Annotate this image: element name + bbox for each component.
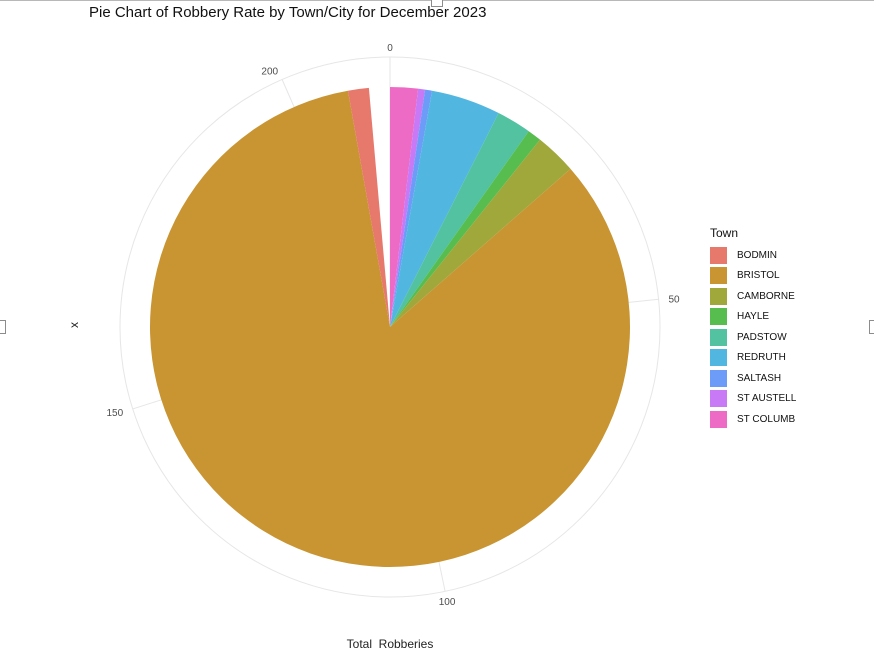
legend-swatch bbox=[710, 328, 727, 346]
y-axis-label: x bbox=[67, 322, 81, 328]
legend-item: HAYLE bbox=[710, 307, 796, 328]
theta-tick-label: 0 bbox=[387, 43, 393, 54]
legend-label: BRISTOL bbox=[737, 270, 780, 282]
pie-slices bbox=[149, 87, 630, 567]
theta-tick-label: 150 bbox=[107, 408, 124, 419]
theta-tick-label: 200 bbox=[261, 66, 278, 77]
legend-label: PADSTOW bbox=[737, 331, 787, 343]
legend-item: REDRUTH bbox=[710, 348, 796, 369]
legend-swatch bbox=[710, 390, 727, 408]
pie-slice-hayle bbox=[390, 131, 541, 327]
top-resize-handle[interactable] bbox=[431, 0, 443, 7]
legend-item: ST AUSTELL bbox=[710, 389, 796, 410]
legend-swatch bbox=[710, 349, 727, 367]
legend-title: Town bbox=[710, 226, 739, 240]
pie-slice-st-columb bbox=[390, 87, 419, 327]
legend: Town BODMIN BRISTOL CAMBORNE HAYLE PADSTOW RE… bbox=[710, 226, 796, 430]
legend-items: BODMIN BRISTOL CAMBORNE HAYLE PADSTOW REDRUTH… bbox=[710, 245, 796, 430]
legend-swatch bbox=[710, 267, 727, 285]
legend-label: HAYLE bbox=[737, 311, 770, 323]
left-resize-handle[interactable] bbox=[0, 320, 6, 334]
theta-tick-label: 100 bbox=[439, 597, 456, 608]
pie-slice-bodmin bbox=[347, 87, 390, 328]
legend-label: CAMBORNE bbox=[737, 290, 795, 302]
chart-title: Pie Chart of Robbery Rate by Town/City f… bbox=[89, 4, 487, 21]
legend-swatch bbox=[710, 287, 727, 305]
legend-item: PADSTOW bbox=[710, 327, 796, 348]
pie-slice-bristol bbox=[149, 90, 630, 567]
legend-label: REDRUTH bbox=[737, 352, 786, 364]
legend-label: ST AUSTELL bbox=[737, 393, 797, 405]
legend-label: ST COLUMB bbox=[737, 413, 796, 425]
right-resize-handle[interactable] bbox=[869, 320, 874, 334]
x-axis-label: Total Robberies bbox=[346, 637, 434, 651]
theta-axis-ticks: 0 50 100 150 200 bbox=[107, 43, 681, 608]
pie-slice-camborne bbox=[390, 139, 571, 327]
legend-item: CAMBORNE bbox=[710, 286, 796, 307]
legend-item: ST COLUMB bbox=[710, 409, 796, 430]
legend-item: BRISTOL bbox=[710, 266, 796, 287]
legend-item: BODMIN bbox=[710, 245, 796, 266]
pie-slice-saltash bbox=[390, 89, 433, 327]
legend-label: SALTASH bbox=[737, 372, 782, 384]
legend-swatch bbox=[710, 308, 727, 326]
theta-tick-label: 50 bbox=[669, 294, 681, 305]
pie-slice-st-austell bbox=[390, 88, 426, 328]
pie-slice-padstow bbox=[390, 113, 529, 327]
legend-item: SALTASH bbox=[710, 368, 796, 389]
legend-swatch bbox=[710, 410, 727, 428]
legend-label: BODMIN bbox=[737, 249, 777, 261]
legend-swatch bbox=[710, 369, 727, 387]
legend-swatch bbox=[710, 246, 727, 264]
pie-slice-redruth bbox=[390, 90, 499, 328]
